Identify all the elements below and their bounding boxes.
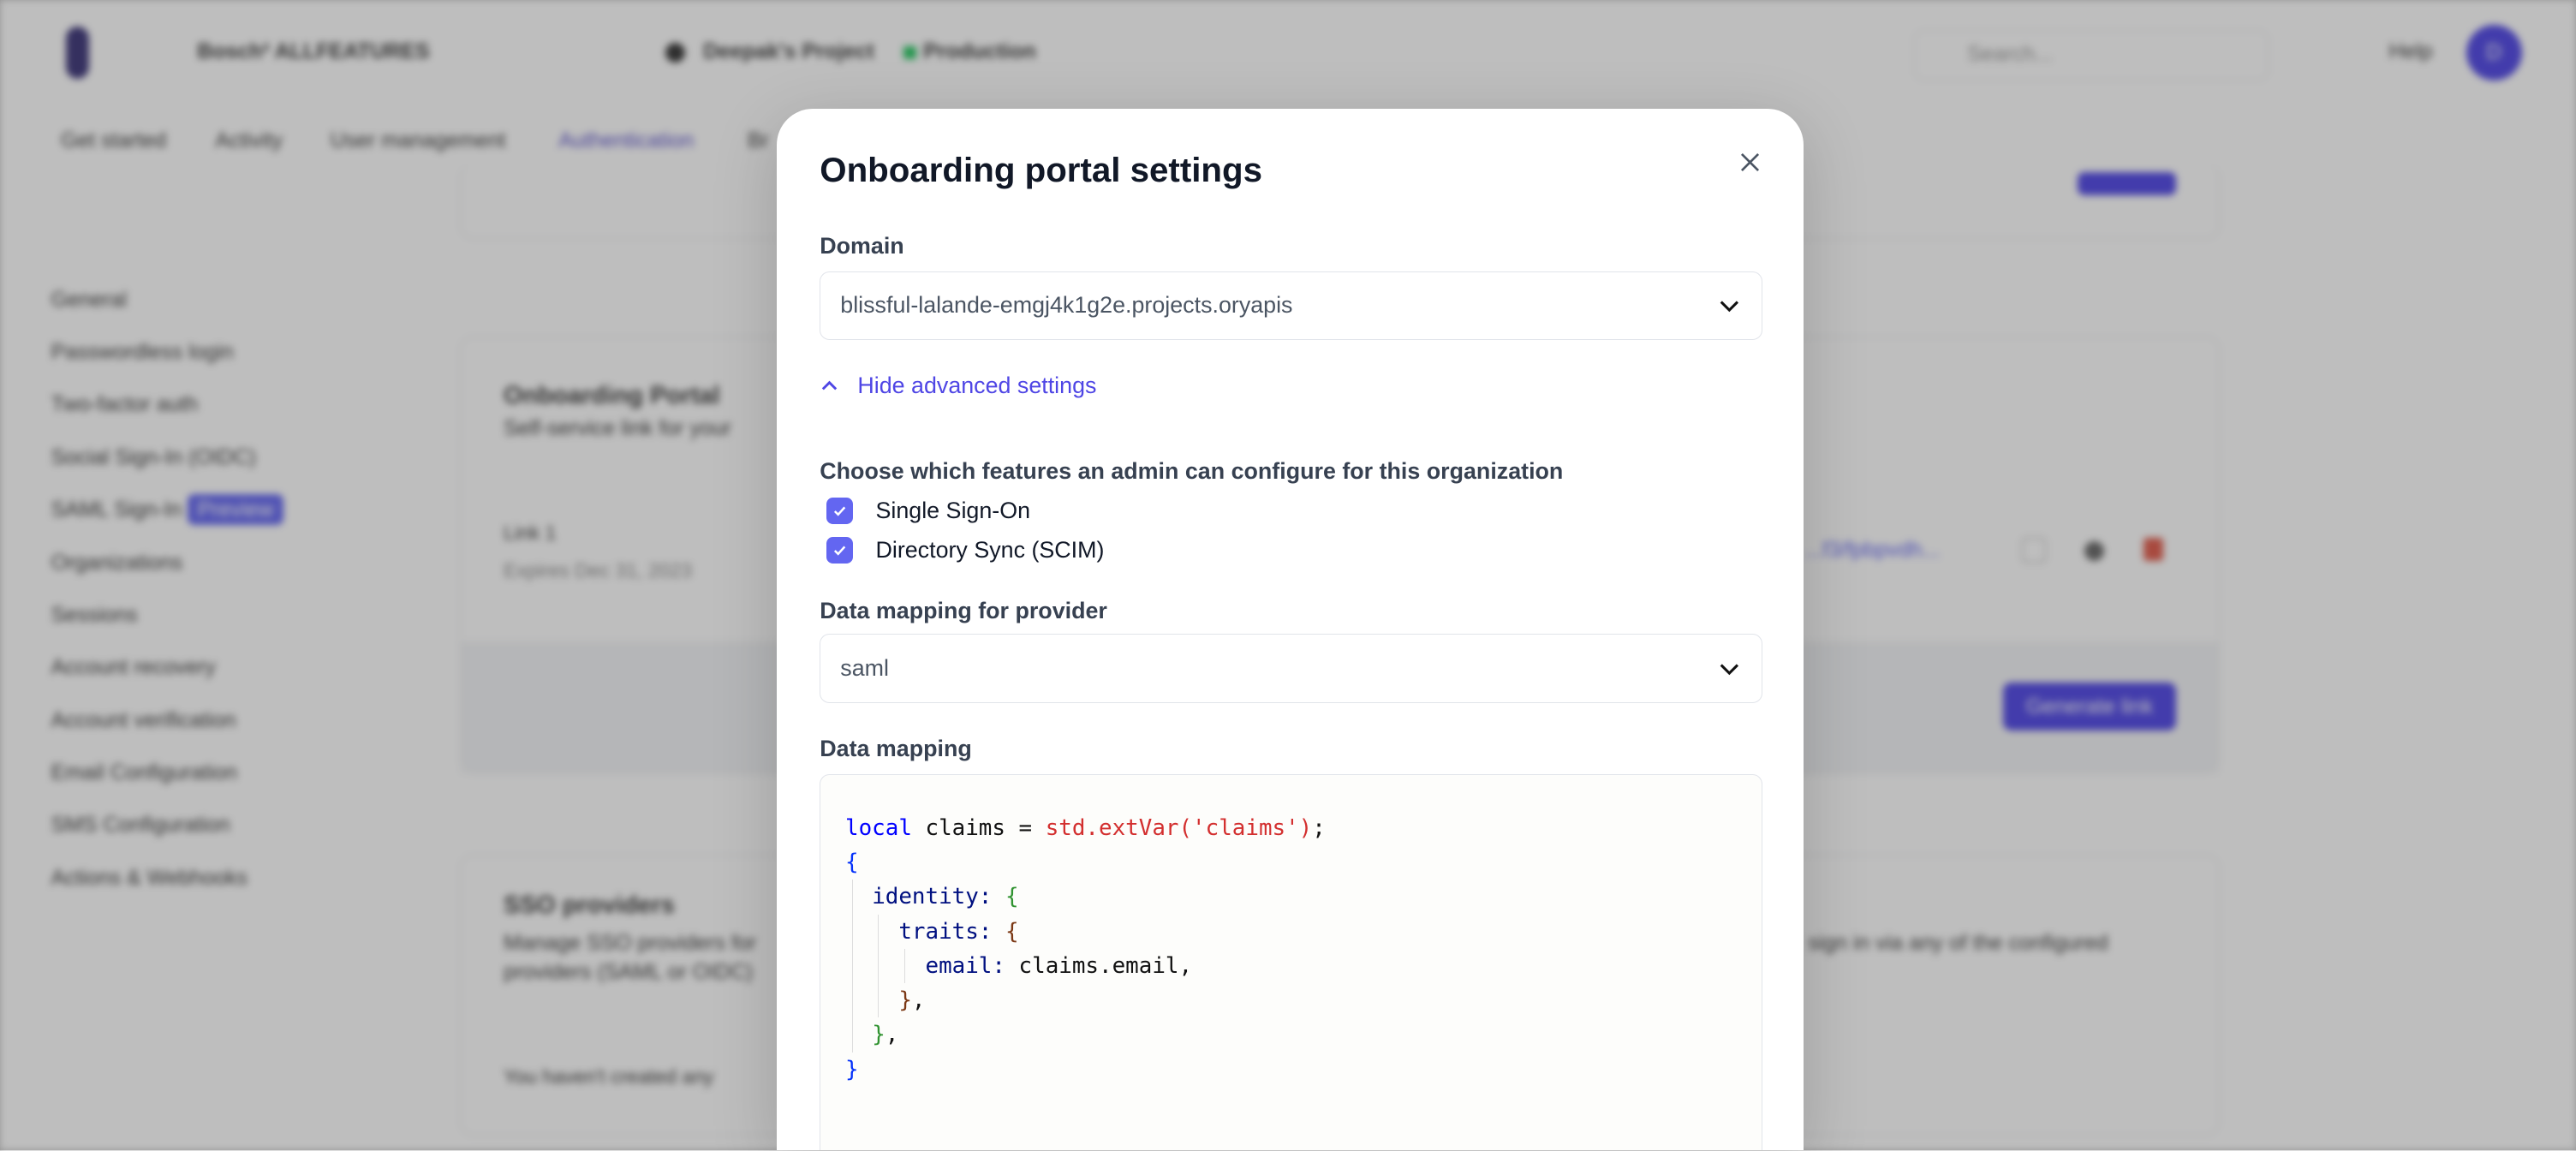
feature-scim[interactable]: Directory Sync (SCIM)	[826, 537, 1105, 564]
card-button[interactable]	[2077, 172, 2176, 196]
checkbox-directory-sync[interactable]	[826, 537, 853, 564]
sidebar-item[interactable]: Account verification	[51, 707, 236, 732]
search-placeholder: Search...	[1967, 41, 2054, 66]
env-status-icon	[903, 45, 917, 60]
code-line: email: claims.email,	[820, 948, 1762, 984]
generate-link-button[interactable]: Generate link	[2003, 683, 2176, 731]
help-link[interactable]: Help	[2388, 39, 2433, 64]
tab-activity[interactable]: Activity	[215, 128, 283, 152]
sidebar-item[interactable]: Social Sign-In (OIDC)	[51, 444, 257, 469]
sso-desc: Manage SSO providers for	[504, 930, 757, 955]
portal-title: Onboarding Portal	[504, 382, 720, 410]
search-input[interactable]: Search...	[1913, 29, 2269, 81]
checkbox-single-sign-on[interactable]	[826, 498, 853, 525]
link-expiry: Expires Dec 31, 2023	[504, 559, 693, 582]
provider-value: saml	[840, 655, 889, 682]
sidebar: General Passwordless login Two-factor au…	[51, 288, 283, 919]
close-icon[interactable]	[1740, 152, 1760, 172]
onboarding-portal-settings-modal: Onboarding portal settings Domain blissf…	[777, 108, 1804, 1150]
chevron-down-icon	[1720, 301, 1738, 313]
sidebar-item[interactable]: Two-factor auth	[51, 392, 199, 417]
provider-label: Data mapping for provider	[820, 598, 1107, 624]
features-label: Choose which features an admin can confi…	[820, 458, 1564, 485]
sidebar-item[interactable]: Email Configuration	[51, 760, 237, 785]
sidebar-item[interactable]: Actions & Webhooks	[51, 865, 247, 890]
link-url[interactable]: ...f3/fpbpvdh...	[1804, 538, 1941, 563]
hide-advanced-label: Hide advanced settings	[857, 373, 1097, 399]
domain-value: blissful-lalande-emgj4k1g2e.projects.ory…	[840, 292, 1293, 319]
tab-branding[interactable]: Br	[747, 128, 769, 152]
project-icon	[665, 42, 685, 63]
code-line: {	[845, 850, 859, 876]
modal-title: Onboarding portal settings	[820, 151, 1263, 190]
code-line: }	[845, 1056, 859, 1082]
sso-desc-2: providers (SAML or OIDC)	[504, 960, 754, 985]
tab-authentication[interactable]: Authentication	[558, 128, 695, 152]
tab-user-management[interactable]: User management	[330, 128, 506, 152]
portal-subtitle: Self-service link for your	[504, 416, 731, 441]
sso-title: SSO providers	[504, 891, 675, 919]
sidebar-item[interactable]: Sessions	[51, 602, 138, 627]
avatar[interactable]: D	[2466, 24, 2522, 81]
settings-icon[interactable]	[2084, 541, 2104, 562]
chevron-down-icon	[1720, 664, 1738, 676]
code-line: identity: {	[820, 880, 1762, 915]
sidebar-item[interactable]: Passwordless login	[51, 340, 234, 365]
chevron-up-icon	[822, 381, 838, 391]
feature-label: Directory Sync (SCIM)	[875, 537, 1105, 564]
sidebar-item[interactable]: General	[51, 287, 128, 312]
sidebar-item-label: SAML Sign-In	[51, 498, 182, 522]
hide-advanced-settings-toggle[interactable]: Hide advanced settings	[820, 373, 1096, 399]
preview-badge: Preview	[188, 494, 283, 526]
logo-icon	[65, 26, 89, 80]
feature-label: Single Sign-On	[875, 498, 1031, 524]
sidebar-item[interactable]: Organizations	[51, 550, 183, 575]
code-line: traits: {	[820, 914, 1762, 949]
check-icon	[833, 546, 845, 556]
delete-icon[interactable]	[2143, 538, 2163, 562]
data-mapping-editor[interactable]: local claims = std.extVar('claims'); { i…	[820, 773, 1763, 1150]
domain-select[interactable]: blissful-lalande-emgj4k1g2e.projects.ory…	[820, 271, 1763, 341]
copy-icon[interactable]	[2021, 538, 2047, 564]
project-switcher[interactable]: Deepak's Project	[703, 39, 874, 64]
tab-get-started[interactable]: Get started	[60, 128, 167, 152]
code-line: },	[820, 1017, 1762, 1053]
code-line: local claims = std.extVar('claims');	[845, 814, 1326, 841]
sidebar-item[interactable]: Account recovery	[51, 655, 217, 680]
domain-label: Domain	[820, 233, 904, 259]
link-name: Link 1	[504, 522, 557, 545]
check-icon	[833, 506, 845, 516]
mapping-label: Data mapping	[820, 736, 972, 762]
feature-sso[interactable]: Single Sign-On	[826, 498, 1031, 525]
environment-badge: Production	[923, 39, 1036, 64]
code-line: },	[820, 983, 1762, 1018]
sso-empty: You haven't created any	[504, 1065, 714, 1088]
sidebar-item[interactable]: SMS Configuration	[51, 813, 230, 838]
sso-desc-end: sign in via any of the configured	[1808, 930, 2108, 955]
sidebar-item[interactable]: SAML Sign-In Preview	[51, 494, 283, 550]
provider-select[interactable]: saml	[820, 634, 1763, 704]
workspace-switcher[interactable]: Bosch² ALLFEATURES	[197, 39, 430, 64]
